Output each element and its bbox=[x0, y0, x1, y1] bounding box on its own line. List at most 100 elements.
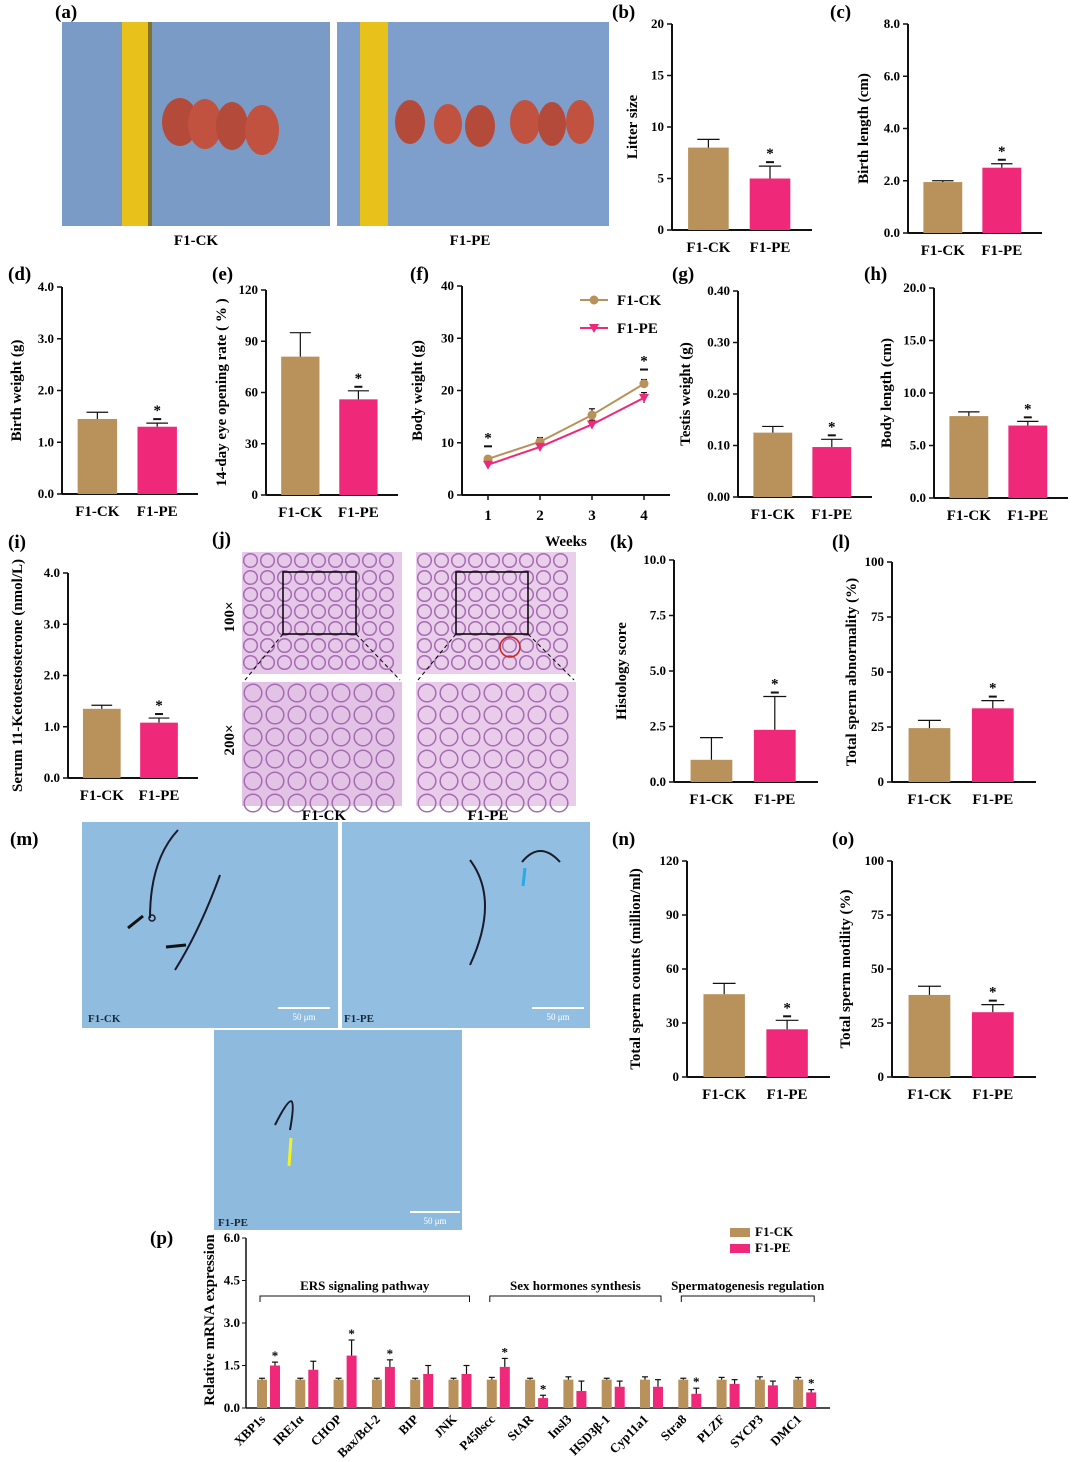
sig-star-p-CHOP: * bbox=[348, 1326, 355, 1341]
x-tick-label-g: F1-PE bbox=[811, 507, 852, 523]
panel-j-label: (j) bbox=[212, 529, 231, 550]
panel-label-n: (n) bbox=[612, 829, 635, 850]
legend-label-F1-CK: F1-CK bbox=[617, 293, 661, 309]
sig-star-p-DMC1: * bbox=[808, 1376, 815, 1391]
y-tick-label-c: 8.0 bbox=[884, 16, 900, 31]
y-axis-label-p: Relative mRNA expression bbox=[202, 1234, 218, 1406]
scale-bar-pe-1: 50 μm bbox=[546, 1012, 569, 1022]
y-tick-label-k: 2.5 bbox=[650, 719, 667, 734]
bar-p-F1-CK-CHOP bbox=[333, 1379, 344, 1408]
sig-star-b-1: * bbox=[766, 146, 774, 162]
y-axis-label-f: Body weight (g) bbox=[410, 340, 426, 441]
x-tick-label-h: F1-PE bbox=[1007, 508, 1048, 524]
bar-p-F1-CK-Stra8 bbox=[678, 1379, 689, 1408]
y-axis-label-e: 14-day eye opening rate ( % ) bbox=[214, 298, 230, 486]
y-tick-label-f: 10 bbox=[441, 435, 454, 450]
series-line-F1-CK bbox=[487, 382, 645, 460]
bar-p-F1-PE-CHOP bbox=[346, 1355, 357, 1408]
x-tick-label-d: F1-CK bbox=[75, 504, 119, 520]
y-tick-label-g: 0.30 bbox=[707, 335, 730, 350]
bar-p-F1-PE-XBP1s bbox=[270, 1365, 280, 1408]
bar-p-F1-CK-SYCP3 bbox=[754, 1379, 765, 1408]
y-tick-label-p: 0.0 bbox=[224, 1400, 240, 1415]
bar-p-F1-CK-BIP bbox=[410, 1379, 421, 1408]
bar-l-F1-CK bbox=[908, 728, 951, 782]
point-F1-PE-3 bbox=[587, 420, 597, 430]
y-tick-label-c: 0.0 bbox=[884, 225, 900, 240]
bar-p-F1-CK-XBP1s bbox=[257, 1379, 267, 1408]
y-axis-label-i: Serum 11-Ketotestosterone (nmol/L) bbox=[10, 559, 26, 792]
y-tick-label-f: 40 bbox=[441, 278, 454, 293]
panel-label-c: (c) bbox=[830, 2, 851, 23]
bar-p-F1-PE-Insl3 bbox=[576, 1391, 587, 1408]
y-tick-label-d: 4.0 bbox=[38, 279, 54, 294]
sig-star-o-1: * bbox=[989, 985, 997, 1001]
group-label-1: Sex hormones synthesis bbox=[510, 1278, 641, 1293]
bar-c-F1-CK bbox=[923, 182, 963, 233]
bar-b-F1-PE bbox=[749, 178, 791, 230]
y-tick-label-n: 120 bbox=[660, 853, 680, 868]
sig-star-p-P450scc: * bbox=[502, 1344, 509, 1359]
bar-p-F1-CK-Cyp11a1 bbox=[640, 1379, 650, 1408]
y-axis-label-d: Birth weight (g) bbox=[9, 340, 25, 442]
y-tick-label-e: 30 bbox=[245, 436, 258, 451]
y-tick-label-i: 4.0 bbox=[44, 565, 60, 580]
bar-p-F1-PE-Bax/Bcl-2 bbox=[384, 1366, 395, 1408]
y-tick-label-k: 7.5 bbox=[650, 608, 667, 623]
panel-label-d: (d) bbox=[8, 264, 31, 285]
micro-caption-ck: F1-CK bbox=[88, 1013, 121, 1025]
panel-j: (j) 100× 200× F1-CK F1-PE bbox=[212, 529, 576, 824]
bar-p-F1-PE-DMC1 bbox=[806, 1392, 817, 1408]
group-label-0: ERS signaling pathway bbox=[300, 1278, 430, 1293]
sig-star-d-1: * bbox=[153, 403, 161, 419]
y-axis-label-k: Histology score bbox=[614, 622, 630, 720]
sig-star-l-1: * bbox=[989, 681, 997, 697]
y-tick-label-o: 25 bbox=[871, 1015, 885, 1030]
panel-a-label: (a) bbox=[55, 2, 77, 23]
x-tick-label-p: BIP bbox=[395, 1411, 421, 1437]
x-tick-label-n: F1-CK bbox=[702, 1087, 746, 1103]
y-tick-label-h: 15.0 bbox=[903, 333, 926, 348]
y-tick-label-o: 100 bbox=[865, 853, 885, 868]
sig-star-f-1: * bbox=[484, 430, 492, 446]
bar-p-F1-PE-PLZF bbox=[729, 1383, 740, 1408]
y-axis-label-h: Body length (cm) bbox=[879, 338, 895, 448]
y-tick-label-n: 90 bbox=[666, 907, 679, 922]
y-tick-label-c: 4.0 bbox=[884, 121, 900, 136]
y-tick-label-o: 75 bbox=[871, 907, 885, 922]
point-F1-PE-4 bbox=[639, 393, 649, 403]
x-tick-label-f: 3 bbox=[588, 508, 596, 524]
sig-star-n-1: * bbox=[783, 1000, 791, 1016]
panel-label-e: (e) bbox=[212, 264, 233, 285]
y-tick-label-o: 0 bbox=[878, 1069, 885, 1084]
y-tick-label-f: 30 bbox=[441, 330, 454, 345]
sig-star-g-1: * bbox=[828, 419, 836, 435]
bar-c-F1-PE bbox=[982, 167, 1022, 233]
series-line-F1-PE bbox=[487, 396, 645, 466]
x-tick-label-k: F1-CK bbox=[689, 792, 733, 808]
legend-label-p-F1-CK: F1-CK bbox=[755, 1224, 794, 1239]
y-tick-label-p: 3.0 bbox=[224, 1315, 240, 1330]
bar-l-F1-PE bbox=[971, 708, 1014, 782]
x-tick-label-c: F1-PE bbox=[981, 243, 1022, 259]
x-tick-label-i: F1-CK bbox=[80, 788, 124, 804]
sig-star-h-1: * bbox=[1024, 401, 1032, 417]
y-tick-label-l: 50 bbox=[871, 664, 884, 679]
y-tick-label-b: 5 bbox=[658, 171, 665, 186]
y-tick-label-e: 60 bbox=[245, 385, 258, 400]
y-tick-label-i: 3.0 bbox=[44, 616, 60, 631]
point-F1-CK-4 bbox=[639, 379, 649, 389]
y-tick-label-l: 25 bbox=[871, 719, 885, 734]
sig-star-p-Bax/Bcl-2: * bbox=[387, 1346, 394, 1361]
y-tick-label-b: 15 bbox=[651, 68, 665, 83]
x-tick-label-e: F1-CK bbox=[278, 505, 322, 521]
sig-star-i-1: * bbox=[155, 698, 163, 714]
point-F1-PE-2 bbox=[535, 442, 545, 452]
x-tick-label-g: F1-CK bbox=[751, 507, 795, 523]
y-axis-label-l: Total sperm abnormality (%) bbox=[844, 578, 860, 766]
photo-caption-pe: F1-PE bbox=[450, 233, 491, 249]
histo-caption-ck: F1-CK bbox=[302, 808, 346, 824]
bar-p-F1-PE-Stra8 bbox=[691, 1393, 702, 1408]
x-tick-label-f: 4 bbox=[640, 508, 648, 524]
sig-star-p-XBP1s: * bbox=[272, 1348, 279, 1363]
